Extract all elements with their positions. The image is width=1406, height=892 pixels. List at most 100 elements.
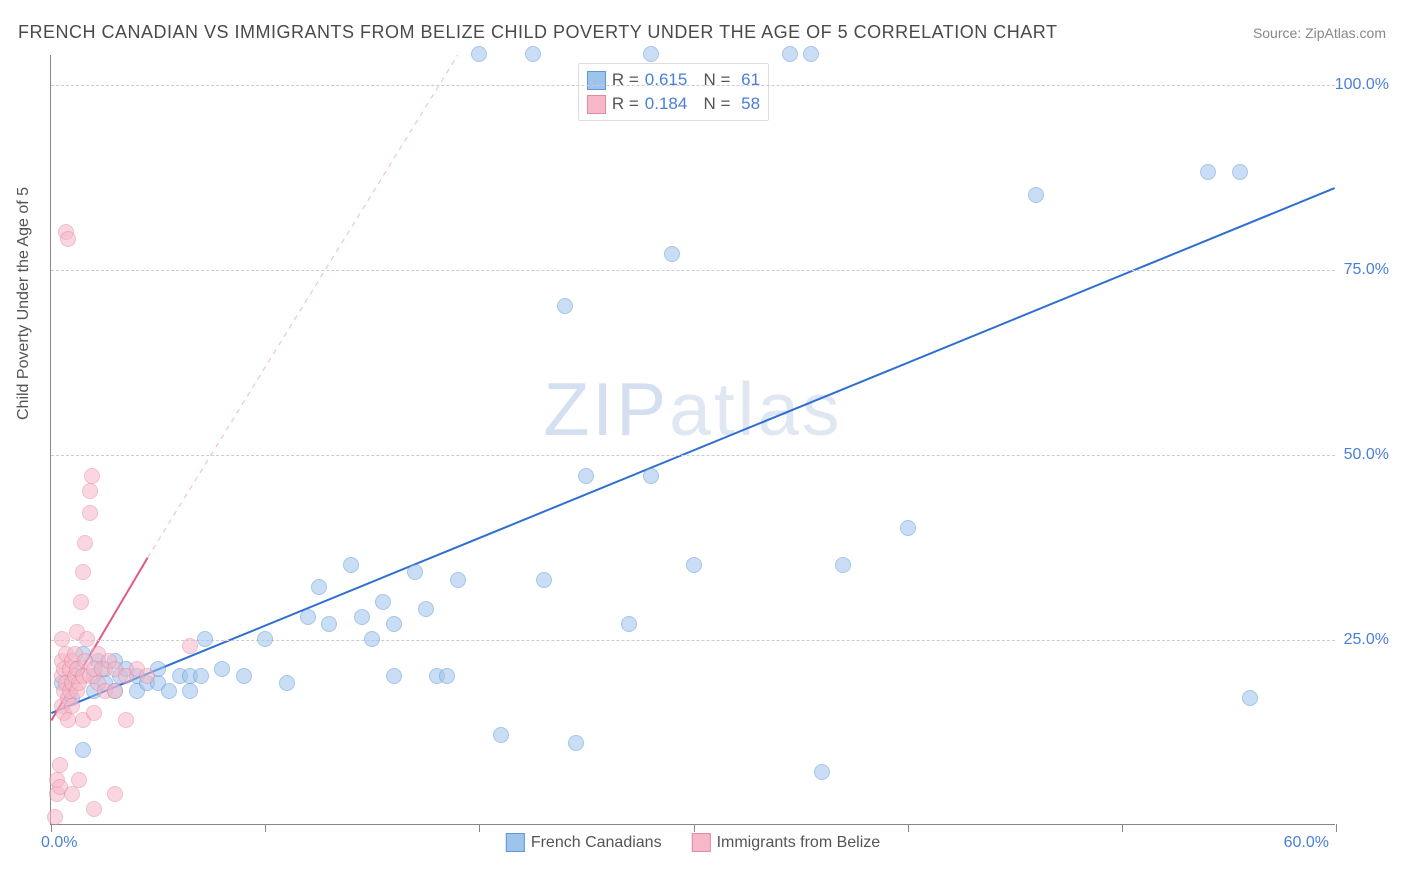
scatter-point	[450, 572, 466, 588]
scatter-point	[47, 809, 63, 825]
scatter-point	[107, 683, 123, 699]
trend-line-ext	[148, 55, 458, 558]
scatter-point	[1242, 690, 1258, 706]
legend-swatch	[587, 71, 606, 90]
x-tick-label: 60.0%	[1284, 834, 1329, 852]
x-tick	[265, 824, 266, 832]
scatter-point	[82, 483, 98, 499]
scatter-point	[86, 705, 102, 721]
legend-bottom: French Canadians Immigrants from Belize	[506, 833, 880, 852]
scatter-point	[52, 757, 68, 773]
scatter-point	[343, 557, 359, 573]
gridline-h	[51, 640, 1335, 641]
scatter-point	[71, 772, 87, 788]
y-tick-label: 75.0%	[1334, 261, 1389, 279]
scatter-point	[279, 675, 295, 691]
scatter-point	[835, 557, 851, 573]
trend-line	[51, 188, 1334, 713]
legend-label: French Canadians	[531, 834, 662, 852]
stat-r-label: R =	[612, 70, 639, 90]
scatter-point	[236, 668, 252, 684]
x-tick	[51, 824, 52, 832]
x-tick	[1336, 824, 1337, 832]
stats-row: R = 0.615 N = 61	[587, 68, 760, 92]
gridline-h	[51, 270, 1335, 271]
scatter-point	[782, 46, 798, 62]
scatter-point	[182, 638, 198, 654]
legend-label: Immigrants from Belize	[717, 834, 881, 852]
source-label: Source: ZipAtlas.com	[1253, 25, 1386, 41]
y-tick-label: 100.0%	[1334, 76, 1389, 94]
stats-row: R = 0.184 N = 58	[587, 92, 760, 116]
scatter-point	[75, 742, 91, 758]
x-tick-label: 0.0%	[41, 834, 77, 852]
stat-n-label: N =	[699, 70, 731, 90]
scatter-point	[643, 46, 659, 62]
scatter-point	[1232, 164, 1248, 180]
scatter-point	[197, 631, 213, 647]
stat-n-label: N =	[699, 94, 731, 114]
scatter-point	[386, 616, 402, 632]
scatter-point	[193, 668, 209, 684]
scatter-point	[118, 712, 134, 728]
scatter-point	[161, 683, 177, 699]
scatter-point	[73, 594, 89, 610]
legend-item: Immigrants from Belize	[692, 833, 881, 852]
scatter-point	[375, 594, 391, 610]
scatter-point	[1028, 187, 1044, 203]
scatter-point	[64, 786, 80, 802]
legend-swatch	[692, 833, 711, 852]
scatter-point	[1200, 164, 1216, 180]
scatter-point	[814, 764, 830, 780]
scatter-point	[84, 468, 100, 484]
scatter-point	[182, 683, 198, 699]
scatter-point	[107, 786, 123, 802]
scatter-point	[54, 631, 70, 647]
x-tick	[479, 824, 480, 832]
scatter-point	[803, 46, 819, 62]
x-tick	[1122, 824, 1123, 832]
stats-legend-box: R = 0.615 N = 61 R = 0.184 N = 58	[578, 63, 769, 121]
scatter-point	[64, 698, 80, 714]
scatter-point	[311, 579, 327, 595]
right-axis	[1334, 55, 1335, 824]
scatter-point	[568, 735, 584, 751]
scatter-point	[214, 661, 230, 677]
legend-swatch	[587, 95, 606, 114]
stat-r-value: 0.615	[645, 70, 693, 90]
y-tick-label: 50.0%	[1334, 446, 1389, 464]
scatter-point	[536, 572, 552, 588]
scatter-point	[60, 712, 76, 728]
scatter-point	[418, 601, 434, 617]
scatter-point	[257, 631, 273, 647]
stat-n-value: 58	[736, 94, 760, 114]
scatter-point	[139, 668, 155, 684]
scatter-point	[643, 468, 659, 484]
y-axis-label: Child Poverty Under the Age of 5	[15, 187, 33, 420]
scatter-point	[77, 535, 93, 551]
scatter-point	[407, 564, 423, 580]
scatter-point	[621, 616, 637, 632]
scatter-point	[439, 668, 455, 684]
scatter-point	[364, 631, 380, 647]
scatter-point	[86, 801, 102, 817]
scatter-point	[321, 616, 337, 632]
scatter-point	[664, 246, 680, 262]
trend-lines-svg	[51, 55, 1335, 824]
scatter-point	[300, 609, 316, 625]
stat-n-value: 61	[736, 70, 760, 90]
legend-swatch	[506, 833, 525, 852]
stat-r-value: 0.184	[645, 94, 693, 114]
scatter-point	[75, 564, 91, 580]
scatter-point	[354, 609, 370, 625]
scatter-point	[578, 468, 594, 484]
legend-item: French Canadians	[506, 833, 662, 852]
gridline-h	[51, 85, 1335, 86]
scatter-point	[557, 298, 573, 314]
scatter-point	[79, 631, 95, 647]
chart-title: FRENCH CANADIAN VS IMMIGRANTS FROM BELIZ…	[18, 22, 1057, 43]
scatter-point	[60, 231, 76, 247]
y-tick-label: 25.0%	[1334, 631, 1389, 649]
gridline-h	[51, 455, 1335, 456]
scatter-point	[525, 46, 541, 62]
